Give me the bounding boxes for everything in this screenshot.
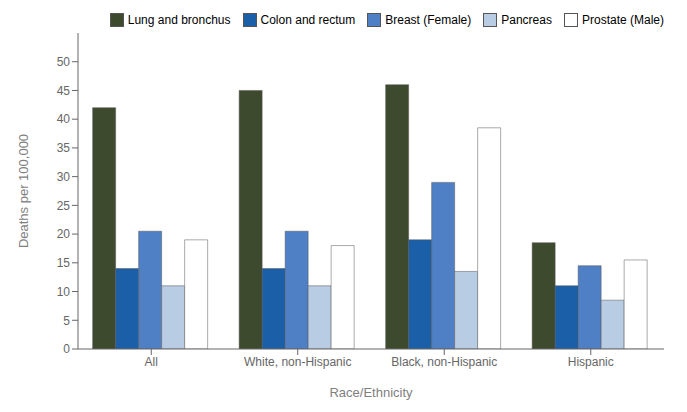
svg-text:15: 15 xyxy=(57,256,71,270)
svg-text:45: 45 xyxy=(57,84,71,98)
html-text:Prostate (Male): Prostate (Male) xyxy=(582,13,664,27)
svg-text:Deaths per 100,000: Deaths per 100,000 xyxy=(16,134,31,248)
svg-text:25: 25 xyxy=(57,199,71,213)
svg-text:40: 40 xyxy=(57,112,71,126)
html-text:Pancreas: Pancreas xyxy=(501,13,552,27)
svg-text:35: 35 xyxy=(57,141,71,155)
html-text:Lung and bronchus: Lung and bronchus xyxy=(127,13,231,27)
html-text:Breast (Female): Breast (Female) xyxy=(385,13,472,27)
svg-text:Race/Ethnicity: Race/Ethnicity xyxy=(329,385,413,400)
svg-text:Hispanic: Hispanic xyxy=(568,355,614,369)
html-text:Colon and rectum: Colon and rectum xyxy=(260,13,356,27)
svg-text:50: 50 xyxy=(57,55,71,69)
svg-text:5: 5 xyxy=(63,314,70,328)
svg-text:10: 10 xyxy=(57,285,71,299)
svg-text:0: 0 xyxy=(63,342,70,356)
svg-text:20: 20 xyxy=(57,227,71,241)
svg-text:30: 30 xyxy=(57,170,71,184)
svg-text:White, non-Hispanic: White, non-Hispanic xyxy=(244,355,351,369)
svg-text:All: All xyxy=(145,355,158,369)
svg-text:Black, non-Hispanic: Black, non-Hispanic xyxy=(391,355,497,369)
